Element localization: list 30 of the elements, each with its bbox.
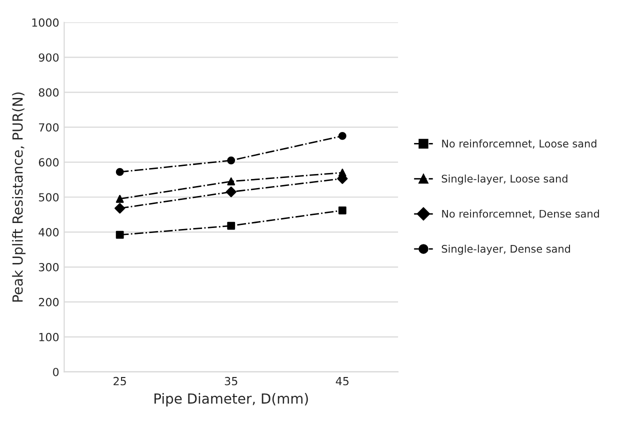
legend-label: No reinforcemnet, Dense sand — [442, 210, 599, 219]
x-tick-label: 35 — [224, 376, 238, 386]
y-tick-label: 0 — [53, 368, 59, 376]
legend-label: Single-layer, Loose sand — [442, 174, 568, 185]
x-tick-label: 45 — [336, 377, 348, 386]
y-tick-label: 300 — [38, 262, 59, 272]
y-tick-label: 400 — [38, 228, 59, 236]
point — [227, 177, 236, 186]
x-tick-label: 25 — [114, 376, 126, 386]
y-axis-title: Peak Uplift Resistance, PUR(N) — [12, 92, 26, 302]
point — [227, 156, 236, 164]
legend-label: Single-layer, Dense sand — [442, 244, 570, 255]
y-tick-label: 200 — [38, 298, 59, 306]
y-tick-label: 1000 — [32, 18, 59, 27]
point — [116, 230, 124, 239]
point — [116, 194, 124, 203]
point — [116, 168, 124, 176]
point — [227, 222, 236, 230]
legend-label: No reinforcemnet, Loose sand — [442, 139, 596, 149]
point — [338, 206, 346, 214]
y-tick-label: 600 — [38, 158, 59, 167]
y-tick-label: 100 — [39, 332, 59, 342]
y-tick-label: 500 — [38, 193, 59, 202]
point — [114, 203, 126, 214]
x-axis-title: Pipe Diameter, D(mm) — [154, 393, 308, 406]
y-tick-label: 900 — [38, 53, 59, 62]
point — [338, 132, 346, 140]
point — [226, 186, 236, 198]
y-tick-label: 700 — [39, 123, 59, 132]
y-tick-label: 800 — [38, 88, 59, 97]
